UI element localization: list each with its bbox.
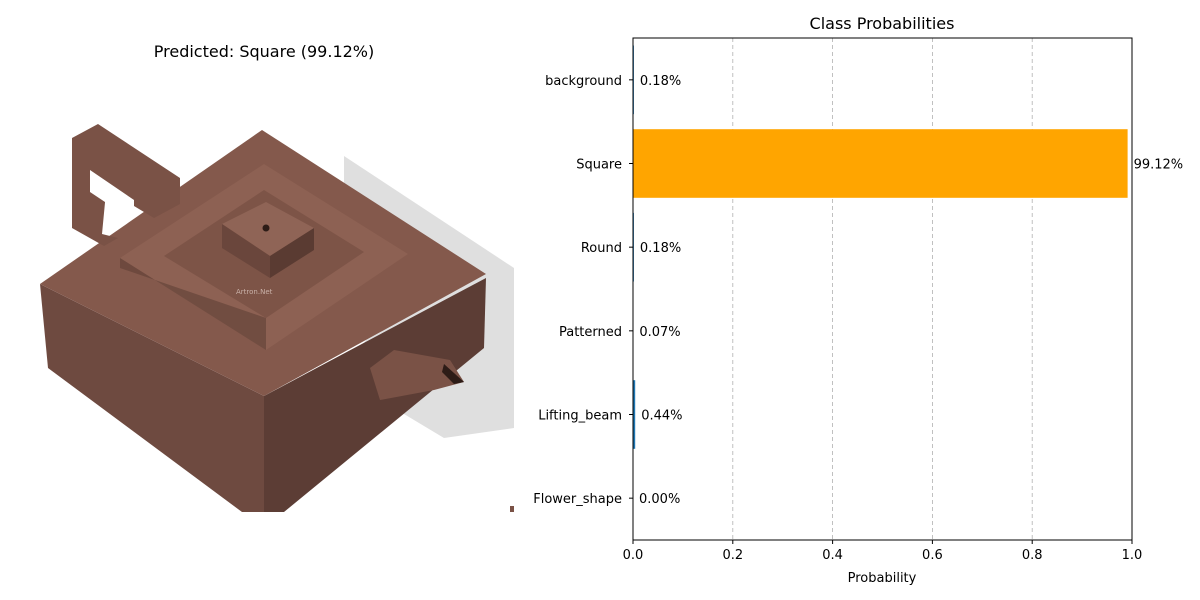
y-tick-label: background <box>545 74 622 89</box>
x-tick-label: 0.0 <box>623 548 644 563</box>
x-axis-label: Probability <box>848 571 917 586</box>
data-label: 0.18% <box>640 74 681 89</box>
x-tick-label: 0.6 <box>922 548 943 563</box>
grid-lines <box>732 38 1033 540</box>
chart-title: Class Probabilities <box>810 14 955 33</box>
bar-lifting_beam <box>633 380 636 449</box>
watermark-text: Artron.Net <box>236 288 273 296</box>
image-panel: Predicted: Square (99.12%) Artron.Net <box>0 0 520 600</box>
plot-frame <box>632 37 1133 541</box>
x-tick-label: 0.2 <box>722 548 743 563</box>
y-tick-label: Flower_shape <box>533 492 622 507</box>
x-tick-label: 0.4 <box>822 548 843 563</box>
bars <box>633 45 1128 449</box>
data-label: 99.12% <box>1134 158 1184 173</box>
axis-ticks: 0.0 0.2 0.4 0.6 0.8 1.0 Flower_shape Lifting_be… <box>533 74 1142 563</box>
prediction-title: Predicted: Square (99.12%) <box>153 42 375 61</box>
data-label: 0.00% <box>639 492 680 507</box>
y-tick-label: Square <box>576 158 622 173</box>
data-labels: 0.00% 0.44% 0.07% 0.18% 99.12% 0.18% <box>639 74 1183 507</box>
y-tick-label: Patterned <box>559 325 622 340</box>
y-tick-label: Round <box>581 241 622 256</box>
data-label: 0.44% <box>641 409 682 424</box>
x-tick-label: 1.0 <box>1122 548 1143 563</box>
data-label: 0.18% <box>640 241 681 256</box>
teapot-image: Artron.Net <box>40 124 514 512</box>
x-tick-label: 0.8 <box>1022 548 1043 563</box>
data-label: 0.07% <box>639 325 680 340</box>
y-tick-label: Lifting_beam <box>538 409 622 424</box>
bar-square <box>633 129 1128 198</box>
